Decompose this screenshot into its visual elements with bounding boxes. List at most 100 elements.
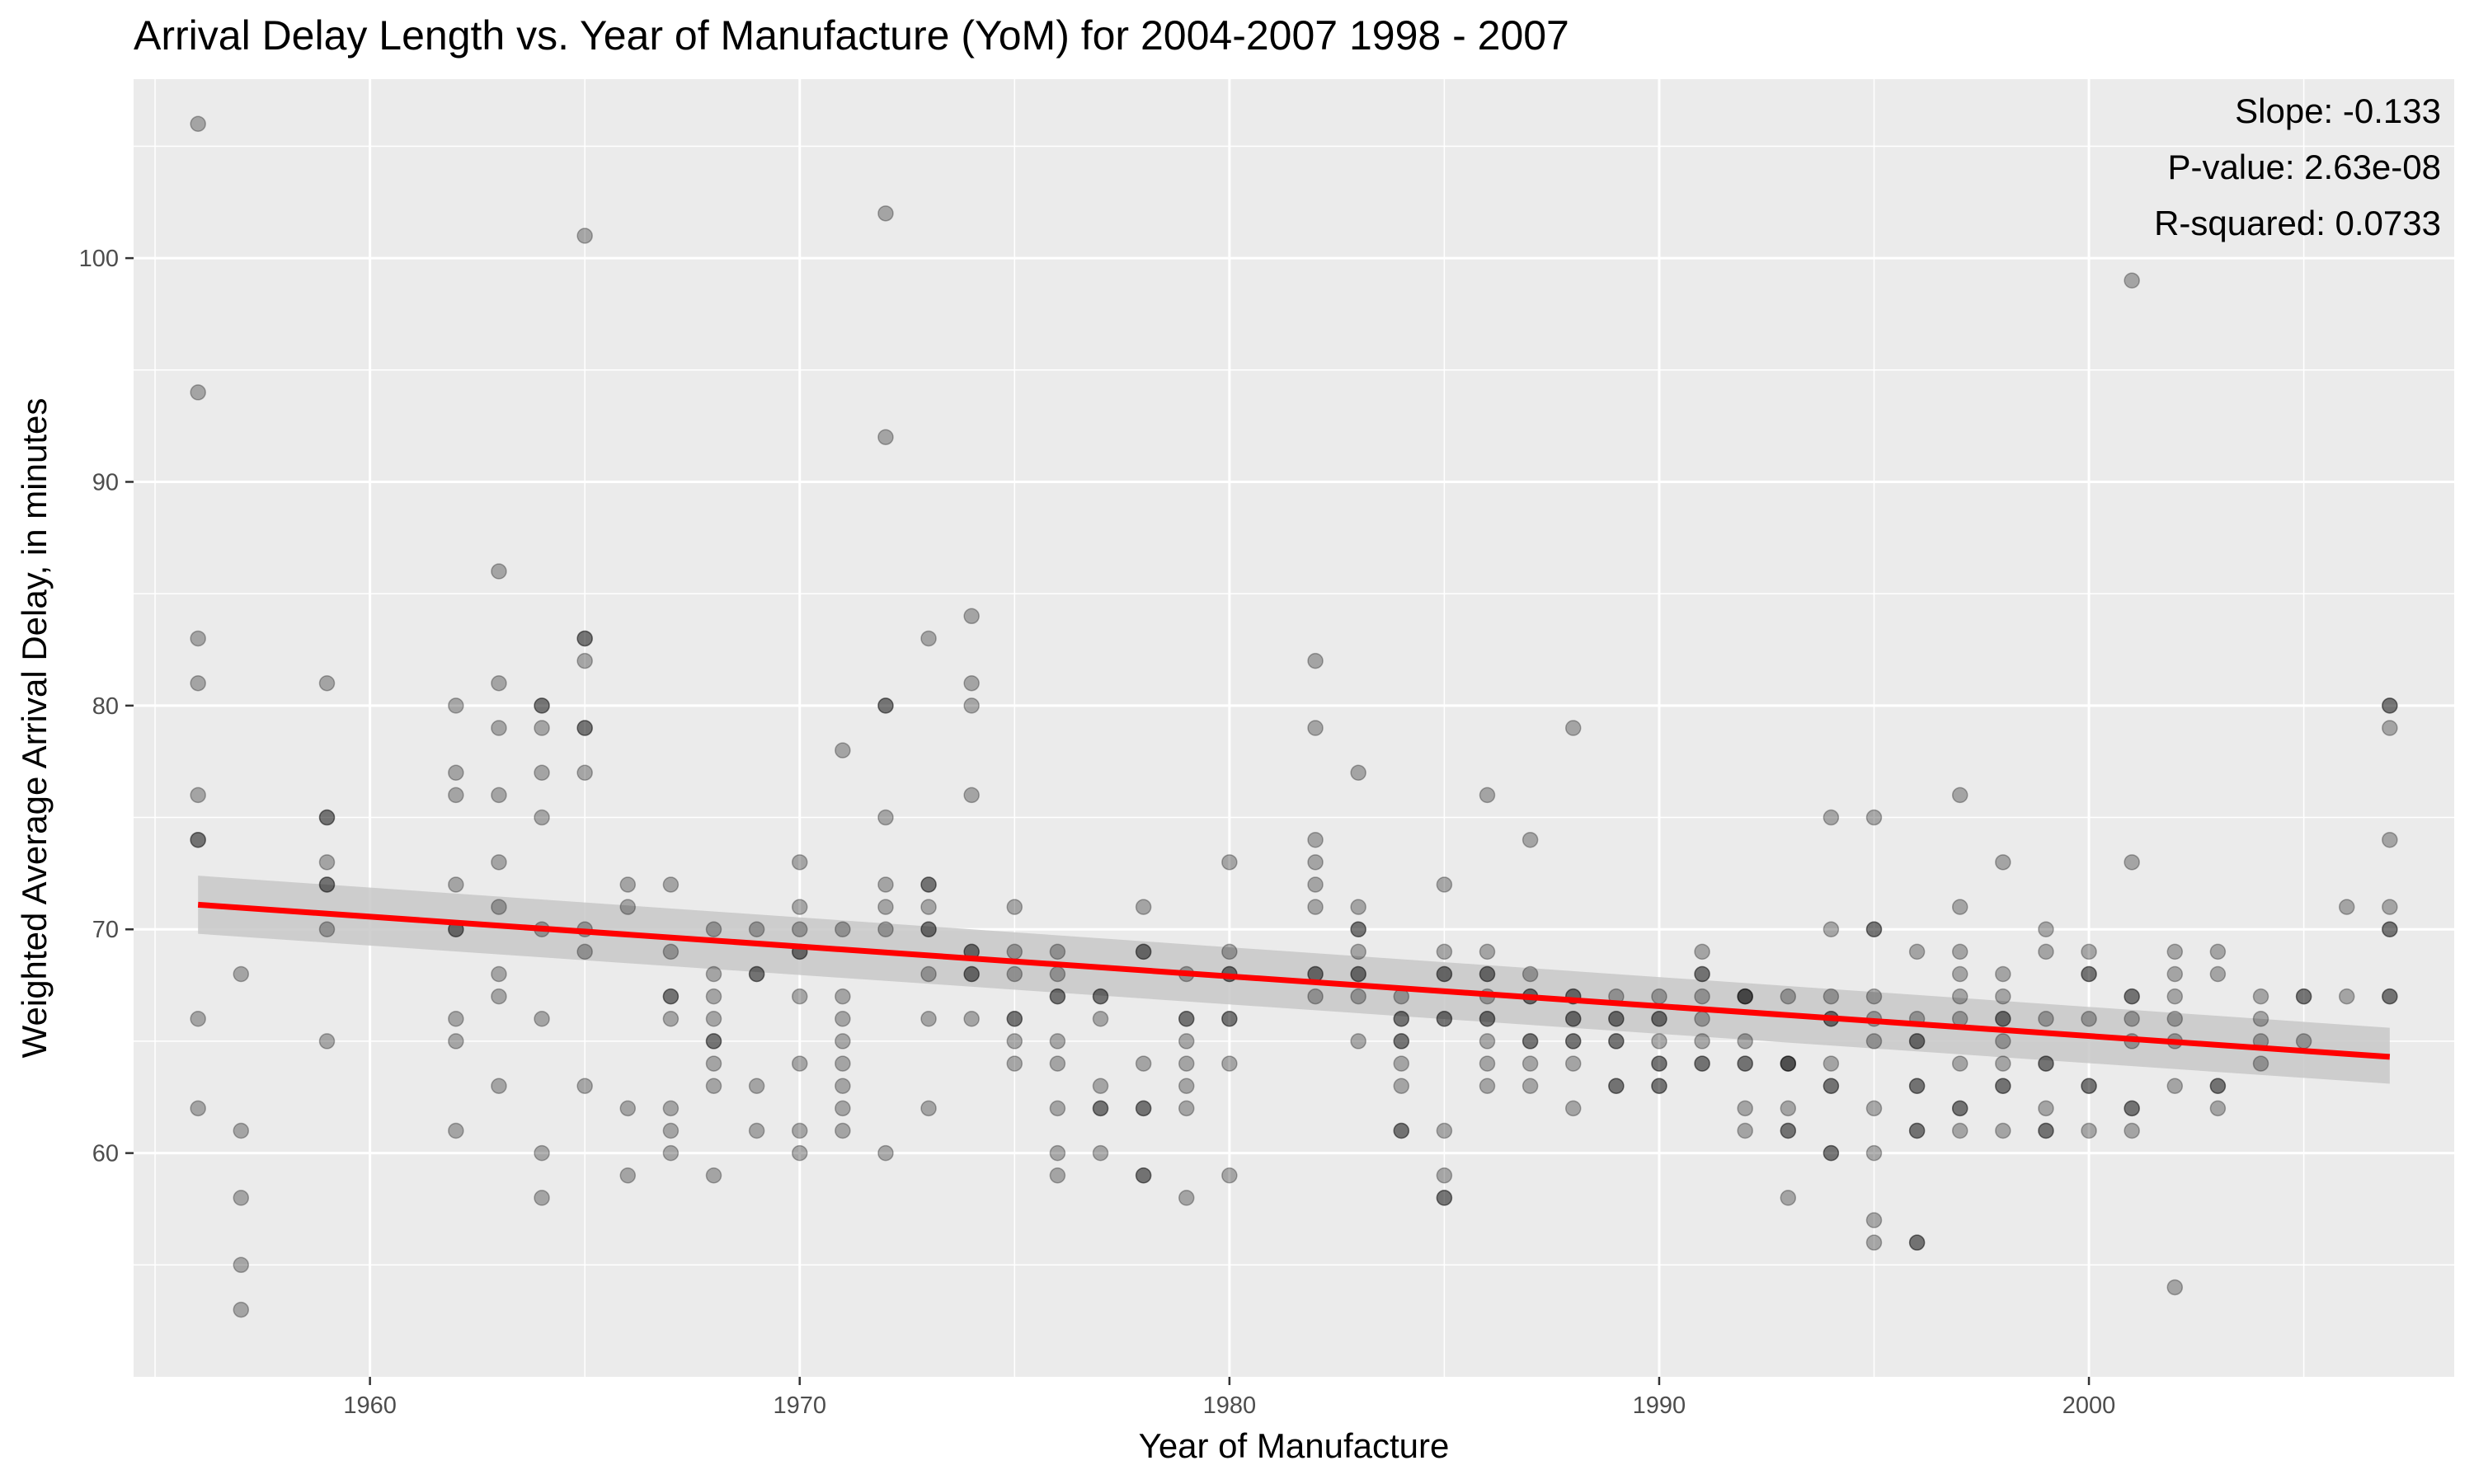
data-point [1393,1033,1410,1050]
x-tick-label: 1980 [1203,1392,1257,1419]
data-point [1135,899,1152,915]
data-point [920,899,937,915]
data-point [2209,1100,2227,1117]
data-point [2166,965,2184,983]
data-point [491,720,507,736]
data-point [619,899,637,915]
data-point [1608,1078,1625,1094]
data-point [1865,988,1883,1005]
data-point [190,674,206,692]
data-point [1823,988,1840,1005]
data-point [1865,1234,1883,1251]
data-point [576,1078,593,1094]
plot-panel [134,79,2454,1377]
data-point [1908,1078,1926,1094]
data-point [491,787,507,804]
data-point [1522,1033,1539,1050]
data-point [1350,988,1366,1005]
data-point [1995,988,2011,1005]
data-point [448,764,464,782]
data-point [1694,1011,1710,1027]
data-point [1307,988,1324,1005]
data-point [920,630,937,647]
data-point [1049,1144,1066,1162]
data-point [1737,1033,1753,1050]
data-point [835,921,851,937]
data-point [1823,1055,1840,1072]
data-point [1865,1144,1883,1162]
data-point [2252,988,2269,1005]
data-point [1006,1055,1023,1072]
data-point [1908,1033,1926,1050]
data-point [233,1190,250,1206]
data-point [877,899,894,915]
data-point [1135,943,1152,960]
data-point [1564,1011,1582,1027]
data-point [1221,943,1238,960]
data-point [791,1122,808,1139]
data-point [576,764,593,782]
data-point [2124,1100,2140,1117]
data-point [2166,988,2184,1005]
data-point [448,697,464,714]
data-point [2382,921,2398,937]
data-point [1436,1122,1453,1139]
data-point [1049,1055,1066,1072]
data-point [1865,809,1883,826]
data-point [1436,1167,1453,1184]
data-point [1951,899,1968,915]
data-point [920,1100,937,1117]
data-point [662,943,680,960]
data-point [2038,1122,2054,1139]
data-point [318,876,336,893]
data-point [1522,1055,1539,1072]
data-point [190,115,206,133]
data-point [1823,1144,1840,1162]
data-point [1823,1078,1840,1094]
data-point [2382,988,2398,1005]
data-point [2209,1078,2227,1094]
data-point [1135,1167,1152,1184]
data-point [705,965,722,983]
data-point [662,1122,680,1139]
data-point [662,1011,680,1027]
data-point [1221,854,1238,871]
data-point [534,1011,550,1027]
data-point [1436,876,1453,893]
data-point [1436,965,1453,983]
data-point [190,630,206,647]
data-point [2166,943,2184,960]
data-point [705,1033,722,1050]
data-point [1737,988,1753,1005]
data-point [1522,1078,1539,1094]
data-point [1350,965,1366,983]
data-point [705,1011,722,1027]
data-point [1995,1055,2011,1072]
data-point [1995,1011,2011,1027]
data-point [2295,1033,2312,1050]
data-point [1651,1055,1667,1072]
y-tick-label: 90 [92,469,119,495]
data-point [877,921,894,937]
data-point [190,1011,206,1027]
data-point [2081,965,2097,983]
stat-annotation: P-value: 2.63e-08 [2167,148,2441,186]
data-point [1608,1078,1625,1094]
data-point [1564,1055,1582,1072]
data-point [1564,1011,1582,1027]
data-point [448,876,464,893]
data-point [491,674,507,692]
data-point [1436,1011,1453,1027]
data-point [491,1078,507,1094]
data-point [963,697,980,714]
data-point [2252,1055,2269,1072]
data-point [2081,1011,2097,1027]
data-point [1780,1122,1797,1139]
data-point [534,1144,550,1162]
data-point [1049,1033,1066,1050]
data-point [318,921,336,937]
data-point [318,809,336,826]
data-point [835,1033,851,1050]
data-point [1651,1011,1667,1027]
